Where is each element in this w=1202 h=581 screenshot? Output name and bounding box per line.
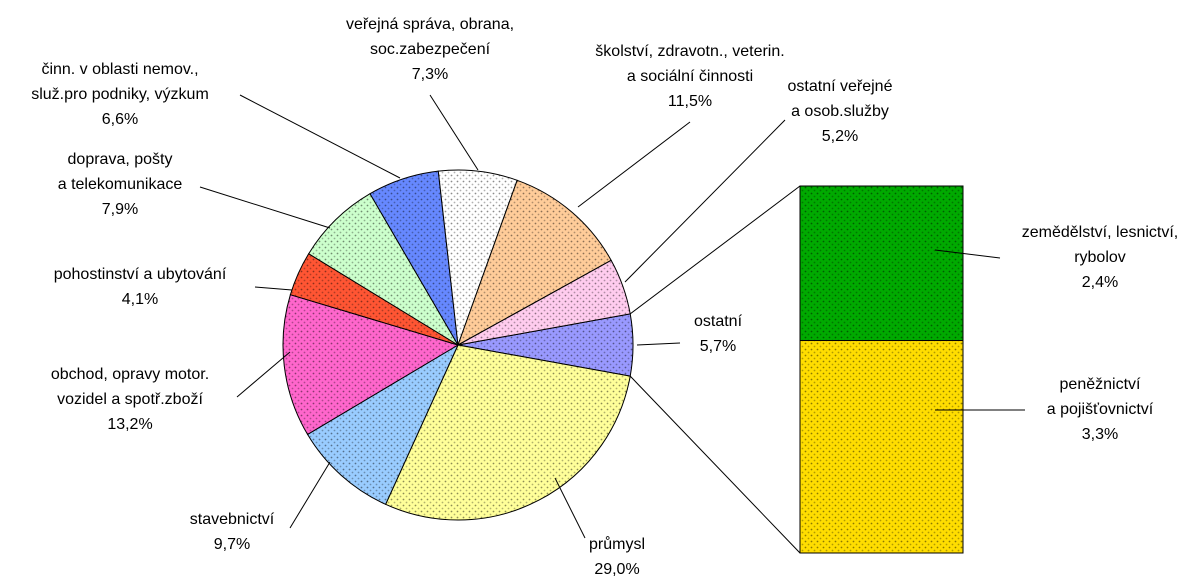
connector <box>629 185 801 315</box>
data-label: obchod, opravy motor. vozidel a spotř.zbo… <box>51 366 209 408</box>
label-line: školství, zdravotn., veterin. <box>595 43 784 60</box>
data-label: veřejná správa, obrana, soc.zabezpečení <box>346 16 514 58</box>
value-label: 5,2% <box>822 128 858 145</box>
data-label: činn. v oblasti nemov., služ.pro podniky,… <box>31 61 209 103</box>
data-label: peněžnictví a pojišťovnictví <box>1047 376 1154 418</box>
leader-line <box>289 461 331 529</box>
label-line: průmysl <box>589 535 645 553</box>
data-label: ostatní <box>694 313 743 330</box>
value-label: 3,3% <box>1082 426 1118 443</box>
label-line: rybolov <box>1074 249 1126 266</box>
data-label: doprava, pošty a telekomunikace <box>58 151 183 193</box>
bar-texture <box>800 186 963 341</box>
label-line: činn. v oblasti nemov., <box>41 61 198 78</box>
slice-texture <box>458 313 633 377</box>
value-label: 7,3% <box>412 66 448 83</box>
value-label: 29,0% <box>594 561 639 576</box>
value-label: 6,6% <box>102 111 138 128</box>
leader-line <box>554 477 586 539</box>
value-label: 2,4% <box>1082 274 1118 291</box>
leader-line <box>624 119 786 283</box>
leader-line <box>577 121 691 208</box>
label-line: doprava, pošty <box>68 151 173 168</box>
value-label: 4,1% <box>122 291 158 308</box>
label-line: stavebnictví <box>190 511 275 528</box>
label-line: a telekomunikace <box>58 176 183 193</box>
slice-texture <box>283 294 458 435</box>
data-label: průmysl <box>589 535 645 553</box>
data-label: stavebnictví <box>190 511 275 528</box>
label-line: ostatní veřejné <box>788 78 893 95</box>
label-line: peněžnictví <box>1060 376 1141 393</box>
data-label: zemědělství, lesnictví, rybolov <box>1022 224 1179 266</box>
slice-texture <box>307 345 458 505</box>
data-label: školství, zdravotn., veterin. a sociální … <box>595 43 784 85</box>
leader-line <box>239 94 401 179</box>
label-line: soc.zabezpečení <box>370 41 491 58</box>
label-line: ostatní <box>694 313 743 330</box>
value-label: 7,9% <box>102 201 138 218</box>
value-label: 5,7% <box>700 338 736 355</box>
label-line: vozidel a spotř.zboží <box>57 391 203 408</box>
leader-line <box>254 286 293 291</box>
slice-texture <box>438 170 518 345</box>
slice-texture <box>458 260 631 345</box>
connector <box>629 375 801 554</box>
leader-line <box>636 342 681 346</box>
label-line: a sociální činnosti <box>627 68 753 85</box>
slice-texture <box>290 253 458 345</box>
leader-line <box>429 94 479 171</box>
label-line: a osob.služby <box>791 103 889 120</box>
leader-line <box>199 186 331 229</box>
leader-line <box>236 351 291 398</box>
data-label: pohostinství a ubytování <box>54 266 227 283</box>
label-line: služ.pro podniky, výzkum <box>31 86 209 103</box>
slice-texture <box>385 345 631 520</box>
slice-texture <box>370 171 458 345</box>
data-label: ostatní veřejné a osob.služby <box>788 78 893 120</box>
slice-texture <box>458 180 612 345</box>
label-line: pohostinství a ubytování <box>54 266 227 283</box>
value-label: 13,2% <box>107 416 152 433</box>
label-line: obchod, opravy motor. <box>51 366 209 383</box>
value-label: 11,5% <box>668 93 712 110</box>
slice-texture <box>308 193 458 345</box>
label-line: a pojišťovnictví <box>1047 401 1154 418</box>
label-line: veřejná správa, obrana, <box>346 16 514 33</box>
bar-texture <box>800 340 963 553</box>
leader-line <box>934 249 1001 259</box>
value-label: 9,7% <box>214 536 250 553</box>
label-line: zemědělství, lesnictví, <box>1022 224 1179 241</box>
